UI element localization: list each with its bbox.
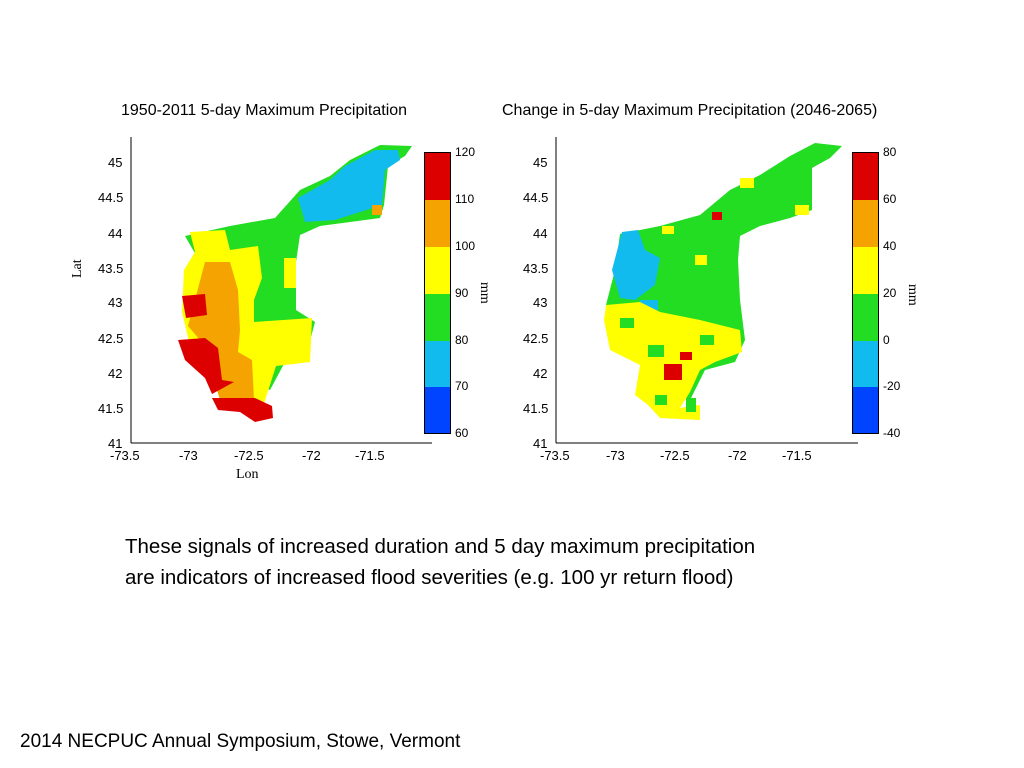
colorbar-tick: 40 [883,239,897,253]
colorbar-swatch [853,294,878,341]
caption: These signals of increased duration and … [125,531,905,593]
chart-left-ytick: 44.5 [98,190,124,205]
chart-right-xtick: -72 [728,448,747,463]
chart-right-xtick: -72.5 [660,448,690,463]
chart-left-colorbar [424,152,451,434]
chart-right-ytick: 42.5 [523,331,549,346]
colorbar-tick: 100 [455,239,476,253]
colorbar-swatch [425,387,450,433]
colorbar-swatch [425,341,450,387]
colorbar-tick: 80 [455,333,469,347]
chart-left-ytick: 41.5 [98,401,124,416]
chart-left-map [178,145,412,422]
colorbar-tick: 60 [883,192,897,206]
colorbar-swatch [853,153,878,200]
chart-left-ytick: 44 [108,226,123,241]
colorbar-tick: 0 [883,333,890,347]
chart-left-ytick: 41 [108,436,123,451]
colorbar-swatch [853,247,878,294]
chart-right-ytick: 41.5 [523,401,549,416]
map-cell-0-20 [655,395,667,405]
chart-right-xtick: -71.5 [782,448,812,463]
chart-right-xtick: -73.5 [540,448,570,463]
map-cell-100-110 [372,205,382,215]
colorbar-tick: -20 [883,379,901,393]
chart-left-ytick: 42.5 [98,331,124,346]
colorbar-swatch [853,387,878,433]
chart-left-xtick: -73 [179,448,198,463]
map-cell-60-80 [664,364,682,380]
chart-right-ytick: 42 [533,366,548,381]
chart-left-xtick: -73.5 [110,448,140,463]
colorbar-swatch [853,200,878,247]
map-cell-110-120 [212,398,273,422]
map-cell-60-80 [680,352,692,360]
chart-left-xtick: -71.5 [355,448,385,463]
chart-right-title: Change in 5-day Maximum Precipitation (2… [502,102,878,119]
colorbar-tick: 80 [883,145,897,159]
chart-left-xtick: -72.5 [234,448,264,463]
chart-right-colorbar [852,152,879,434]
map-cell-70-80 [298,150,400,222]
map-cell-20-40 [695,255,707,265]
map-cell--20-0 [640,300,658,310]
chart-left-ytick: 43 [108,295,123,310]
colorbar-tick: 90 [455,286,469,300]
chart-right-ytick: 45 [533,155,548,170]
chart-left-ytick: 43.5 [98,261,124,276]
map-cell-90-100 [284,258,296,288]
map-cell-0-20 [686,398,696,412]
chart-right-map [604,143,842,420]
chart-left-xlabel: Lon [236,467,259,482]
chart-left-xtick: -72 [302,448,321,463]
map-cell-20-40 [795,205,809,215]
map-cell-20-40 [604,302,742,420]
map-cell-0-20 [648,345,664,357]
colorbar-swatch [853,341,878,387]
chart-right-ytick: 43 [533,295,548,310]
caption-line: are indicators of increased flood severi… [125,566,734,589]
chart-right-colorbar-unit: mm [905,284,920,306]
map-cell-110-120 [182,294,207,318]
chart-right-ytick: 44.5 [523,190,549,205]
map-cell-0-20 [620,318,634,328]
colorbar-tick: 70 [455,379,469,393]
map-cell-20-40 [662,226,674,234]
map-cell-0-20 [700,335,714,345]
map-cell-60-80 [712,212,722,220]
chart-right-ytick: 43.5 [523,261,549,276]
map-cell-110-120 [178,338,234,394]
chart-right-ytick: 41 [533,436,548,451]
colorbar-tick: -40 [883,426,901,440]
colorbar-swatch [425,153,450,200]
map-cell-20-40 [740,178,754,188]
map-cell--20-0 [612,230,660,300]
colorbar-swatch [425,247,450,294]
colorbar-swatch [425,200,450,247]
chart-left-ytick: 45 [108,155,123,170]
chart-right-xtick: -73 [606,448,625,463]
caption-line: These signals of increased duration and … [125,535,756,558]
footer: 2014 NECPUC Annual Symposium, Stowe, Ver… [20,731,461,752]
colorbar-swatch [425,294,450,341]
colorbar-tick: 60 [455,426,469,440]
chart-left-title: 1950-2011 5-day Maximum Precipitation [121,102,408,119]
chart-right-ytick: 44 [533,226,548,241]
colorbar-tick: 20 [883,286,897,300]
colorbar-tick: 120 [455,145,476,159]
chart-left-ytick: 42 [108,366,123,381]
colorbar-tick: 110 [455,192,475,206]
